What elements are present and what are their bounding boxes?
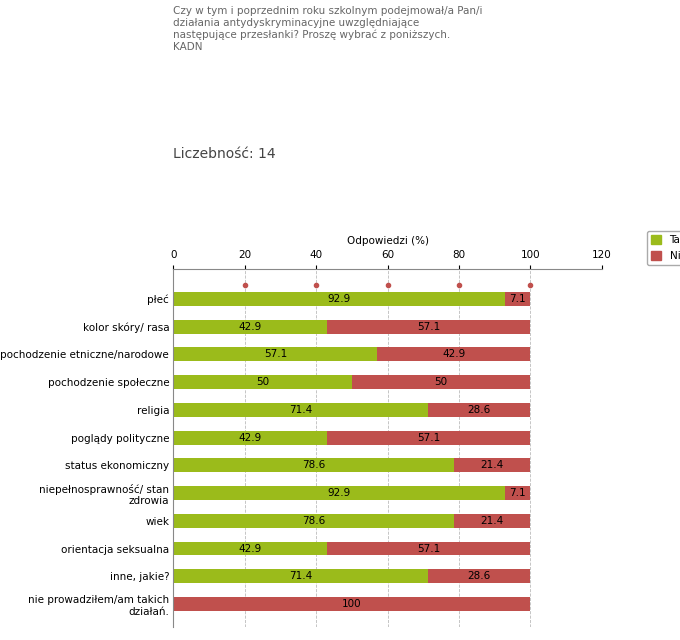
Text: 57.1: 57.1: [417, 433, 440, 443]
Text: 21.4: 21.4: [481, 460, 504, 470]
Text: 42.9: 42.9: [239, 543, 262, 554]
Bar: [505, 292, 530, 306]
Text: 92.9: 92.9: [328, 488, 351, 498]
Text: 50: 50: [256, 377, 269, 387]
Text: 57.1: 57.1: [417, 322, 440, 332]
Text: Czy w tym i poprzednim roku szkolnym podejmował/a Pan/i
działania antydyskrymina: Czy w tym i poprzednim roku szkolnym pod…: [173, 6, 483, 52]
Bar: [173, 570, 428, 583]
Bar: [326, 431, 530, 445]
Text: 50: 50: [435, 377, 447, 387]
Bar: [173, 458, 454, 472]
Bar: [326, 320, 530, 333]
Bar: [173, 431, 326, 445]
Text: 71.4: 71.4: [289, 405, 313, 415]
Text: 100: 100: [342, 599, 362, 609]
Text: 57.1: 57.1: [264, 349, 287, 360]
Text: 78.6: 78.6: [302, 516, 325, 526]
Text: 42.9: 42.9: [239, 433, 262, 443]
Bar: [173, 292, 505, 306]
Bar: [454, 458, 530, 472]
Bar: [326, 541, 530, 556]
Text: 57.1: 57.1: [417, 543, 440, 554]
Bar: [428, 403, 530, 417]
Bar: [173, 514, 454, 528]
Text: 7.1: 7.1: [509, 488, 526, 498]
Bar: [428, 570, 530, 583]
Text: 21.4: 21.4: [481, 516, 504, 526]
Text: 7.1: 7.1: [509, 294, 526, 304]
Text: Liczebność: 14: Liczebność: 14: [173, 147, 276, 161]
Bar: [173, 320, 326, 333]
Bar: [352, 375, 530, 389]
Text: 42.9: 42.9: [442, 349, 465, 360]
Bar: [173, 597, 530, 611]
Text: 92.9: 92.9: [328, 294, 351, 304]
Bar: [173, 348, 377, 362]
Text: 28.6: 28.6: [468, 572, 491, 581]
Bar: [377, 348, 530, 362]
Bar: [173, 403, 428, 417]
X-axis label: Odpowiedzi (%): Odpowiedzi (%): [347, 236, 428, 246]
Bar: [173, 375, 352, 389]
Text: 78.6: 78.6: [302, 460, 325, 470]
Bar: [173, 541, 326, 556]
Text: 71.4: 71.4: [289, 572, 313, 581]
Bar: [173, 486, 505, 500]
Text: 42.9: 42.9: [239, 322, 262, 332]
Bar: [505, 486, 530, 500]
Text: 28.6: 28.6: [468, 405, 491, 415]
Legend: Tak, Nie: Tak, Nie: [647, 231, 680, 265]
Bar: [454, 514, 530, 528]
